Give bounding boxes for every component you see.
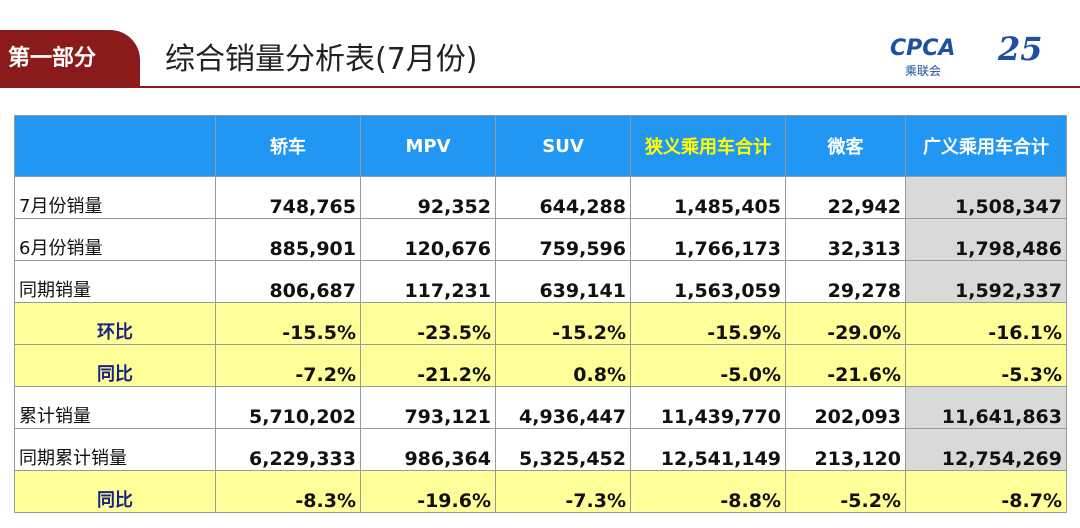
cell: 11,641,863 bbox=[905, 386, 1067, 429]
cell: -15.9% bbox=[630, 302, 786, 345]
cell: 29,278 bbox=[785, 260, 906, 303]
row: 环比 -15.5% -23.5% -15.2% -15.9% -29.0% -16.1% bbox=[14, 302, 1067, 345]
cell: 120,676 bbox=[360, 218, 496, 261]
cell: 986,364 bbox=[360, 428, 496, 471]
title: 综合销量分析表(7月份) bbox=[165, 42, 478, 77]
column-header: 狭义乘用车合计 bbox=[630, 115, 786, 177]
cell: 117,231 bbox=[360, 260, 496, 303]
row: 同比 -8.3% -19.6% -7.3% -8.8% -5.2% -8.7% bbox=[14, 470, 1067, 513]
cell: -21.6% bbox=[785, 344, 906, 387]
column-header: 广义乘用车合计 bbox=[905, 115, 1067, 177]
cell: 1,508,347 bbox=[905, 176, 1067, 219]
cell: 0.8% bbox=[495, 344, 631, 387]
row-label: 同比 bbox=[14, 470, 216, 513]
row: 累计销量 5,710,202 793,121 4,936,447 11,439,770 2… bbox=[14, 386, 1067, 429]
cell: 748,765 bbox=[215, 176, 361, 219]
row: 同期销量 806,687 117,231 639,141 1,563,059 29,278… bbox=[14, 260, 1067, 303]
cell: -16.1% bbox=[905, 302, 1067, 345]
cell: 1,563,059 bbox=[630, 260, 786, 303]
cell: -8.3% bbox=[215, 470, 361, 513]
cell: 32,313 bbox=[785, 218, 906, 261]
row-label: 6月份销量 bbox=[14, 218, 216, 261]
row-label: 同期累计销量 bbox=[14, 428, 216, 471]
cell: 639,141 bbox=[495, 260, 631, 303]
cell: -19.6% bbox=[360, 470, 496, 513]
cell: 213,120 bbox=[785, 428, 906, 471]
cell: 22,942 bbox=[785, 176, 906, 219]
cell: 11,439,770 bbox=[630, 386, 786, 429]
section-tab: 第一部分 bbox=[0, 30, 140, 88]
cell: -7.2% bbox=[215, 344, 361, 387]
column-header: 轿车 bbox=[215, 115, 361, 177]
cell: 806,687 bbox=[215, 260, 361, 303]
column-header: 微客 bbox=[785, 115, 906, 177]
column-header: SUV bbox=[495, 115, 631, 177]
cell: 92,352 bbox=[360, 176, 496, 219]
cell: 1,766,173 bbox=[630, 218, 786, 261]
row-label: 累计销量 bbox=[14, 386, 216, 429]
cell: 12,541,149 bbox=[630, 428, 786, 471]
cell: -7.3% bbox=[495, 470, 631, 513]
cell: 1,592,337 bbox=[905, 260, 1067, 303]
cell: 1,798,486 bbox=[905, 218, 1067, 261]
cell: 202,093 bbox=[785, 386, 906, 429]
header-row: 轿车 MPV SUV 狭义乘用车合计 微客 广义乘用车合计 bbox=[14, 115, 1067, 177]
row: 6月份销量 885,901 120,676 759,596 1,766,173 32,31… bbox=[14, 218, 1067, 261]
cell: 6,229,333 bbox=[215, 428, 361, 471]
row: 7月份销量 748,765 92,352 644,288 1,485,405 22,942… bbox=[14, 176, 1067, 219]
anniversary: 25 bbox=[998, 30, 1043, 68]
cell: 5,325,452 bbox=[495, 428, 631, 471]
logo: CPCA bbox=[890, 36, 956, 61]
cell: -29.0% bbox=[785, 302, 906, 345]
cell: 759,596 bbox=[495, 218, 631, 261]
cell: -21.2% bbox=[360, 344, 496, 387]
corner bbox=[14, 115, 216, 177]
cell: 885,901 bbox=[215, 218, 361, 261]
cell: -15.5% bbox=[215, 302, 361, 345]
row-label: 7月份销量 bbox=[14, 176, 216, 219]
cell: 793,121 bbox=[360, 386, 496, 429]
logo-sub: 乘联会 bbox=[905, 64, 942, 78]
cell: -5.2% bbox=[785, 470, 906, 513]
cell: -8.8% bbox=[630, 470, 786, 513]
cell: -15.2% bbox=[495, 302, 631, 345]
cell: 4,936,447 bbox=[495, 386, 631, 429]
cell: 5,710,202 bbox=[215, 386, 361, 429]
row-label: 同比 bbox=[14, 344, 216, 387]
sales-table: 轿车 MPV SUV 狭义乘用车合计 微客 广义乘用车合计 7月份销量 748,765 92,… bbox=[14, 115, 1067, 513]
cell: -5.0% bbox=[630, 344, 786, 387]
cell: 644,288 bbox=[495, 176, 631, 219]
row: 同期累计销量 6,229,333 986,364 5,325,452 12,541,14… bbox=[14, 428, 1067, 471]
cell: -8.7% bbox=[905, 470, 1067, 513]
row: 同比 -7.2% -21.2% 0.8% -5.0% -21.6% -5.3% bbox=[14, 344, 1067, 387]
row-label: 环比 bbox=[14, 302, 216, 345]
cell: -5.3% bbox=[905, 344, 1067, 387]
row-label: 同期销量 bbox=[14, 260, 216, 303]
cell: -23.5% bbox=[360, 302, 496, 345]
cell: 12,754,269 bbox=[905, 428, 1067, 471]
rule bbox=[140, 86, 1080, 88]
column-header: MPV bbox=[360, 115, 496, 177]
cell: 1,485,405 bbox=[630, 176, 786, 219]
